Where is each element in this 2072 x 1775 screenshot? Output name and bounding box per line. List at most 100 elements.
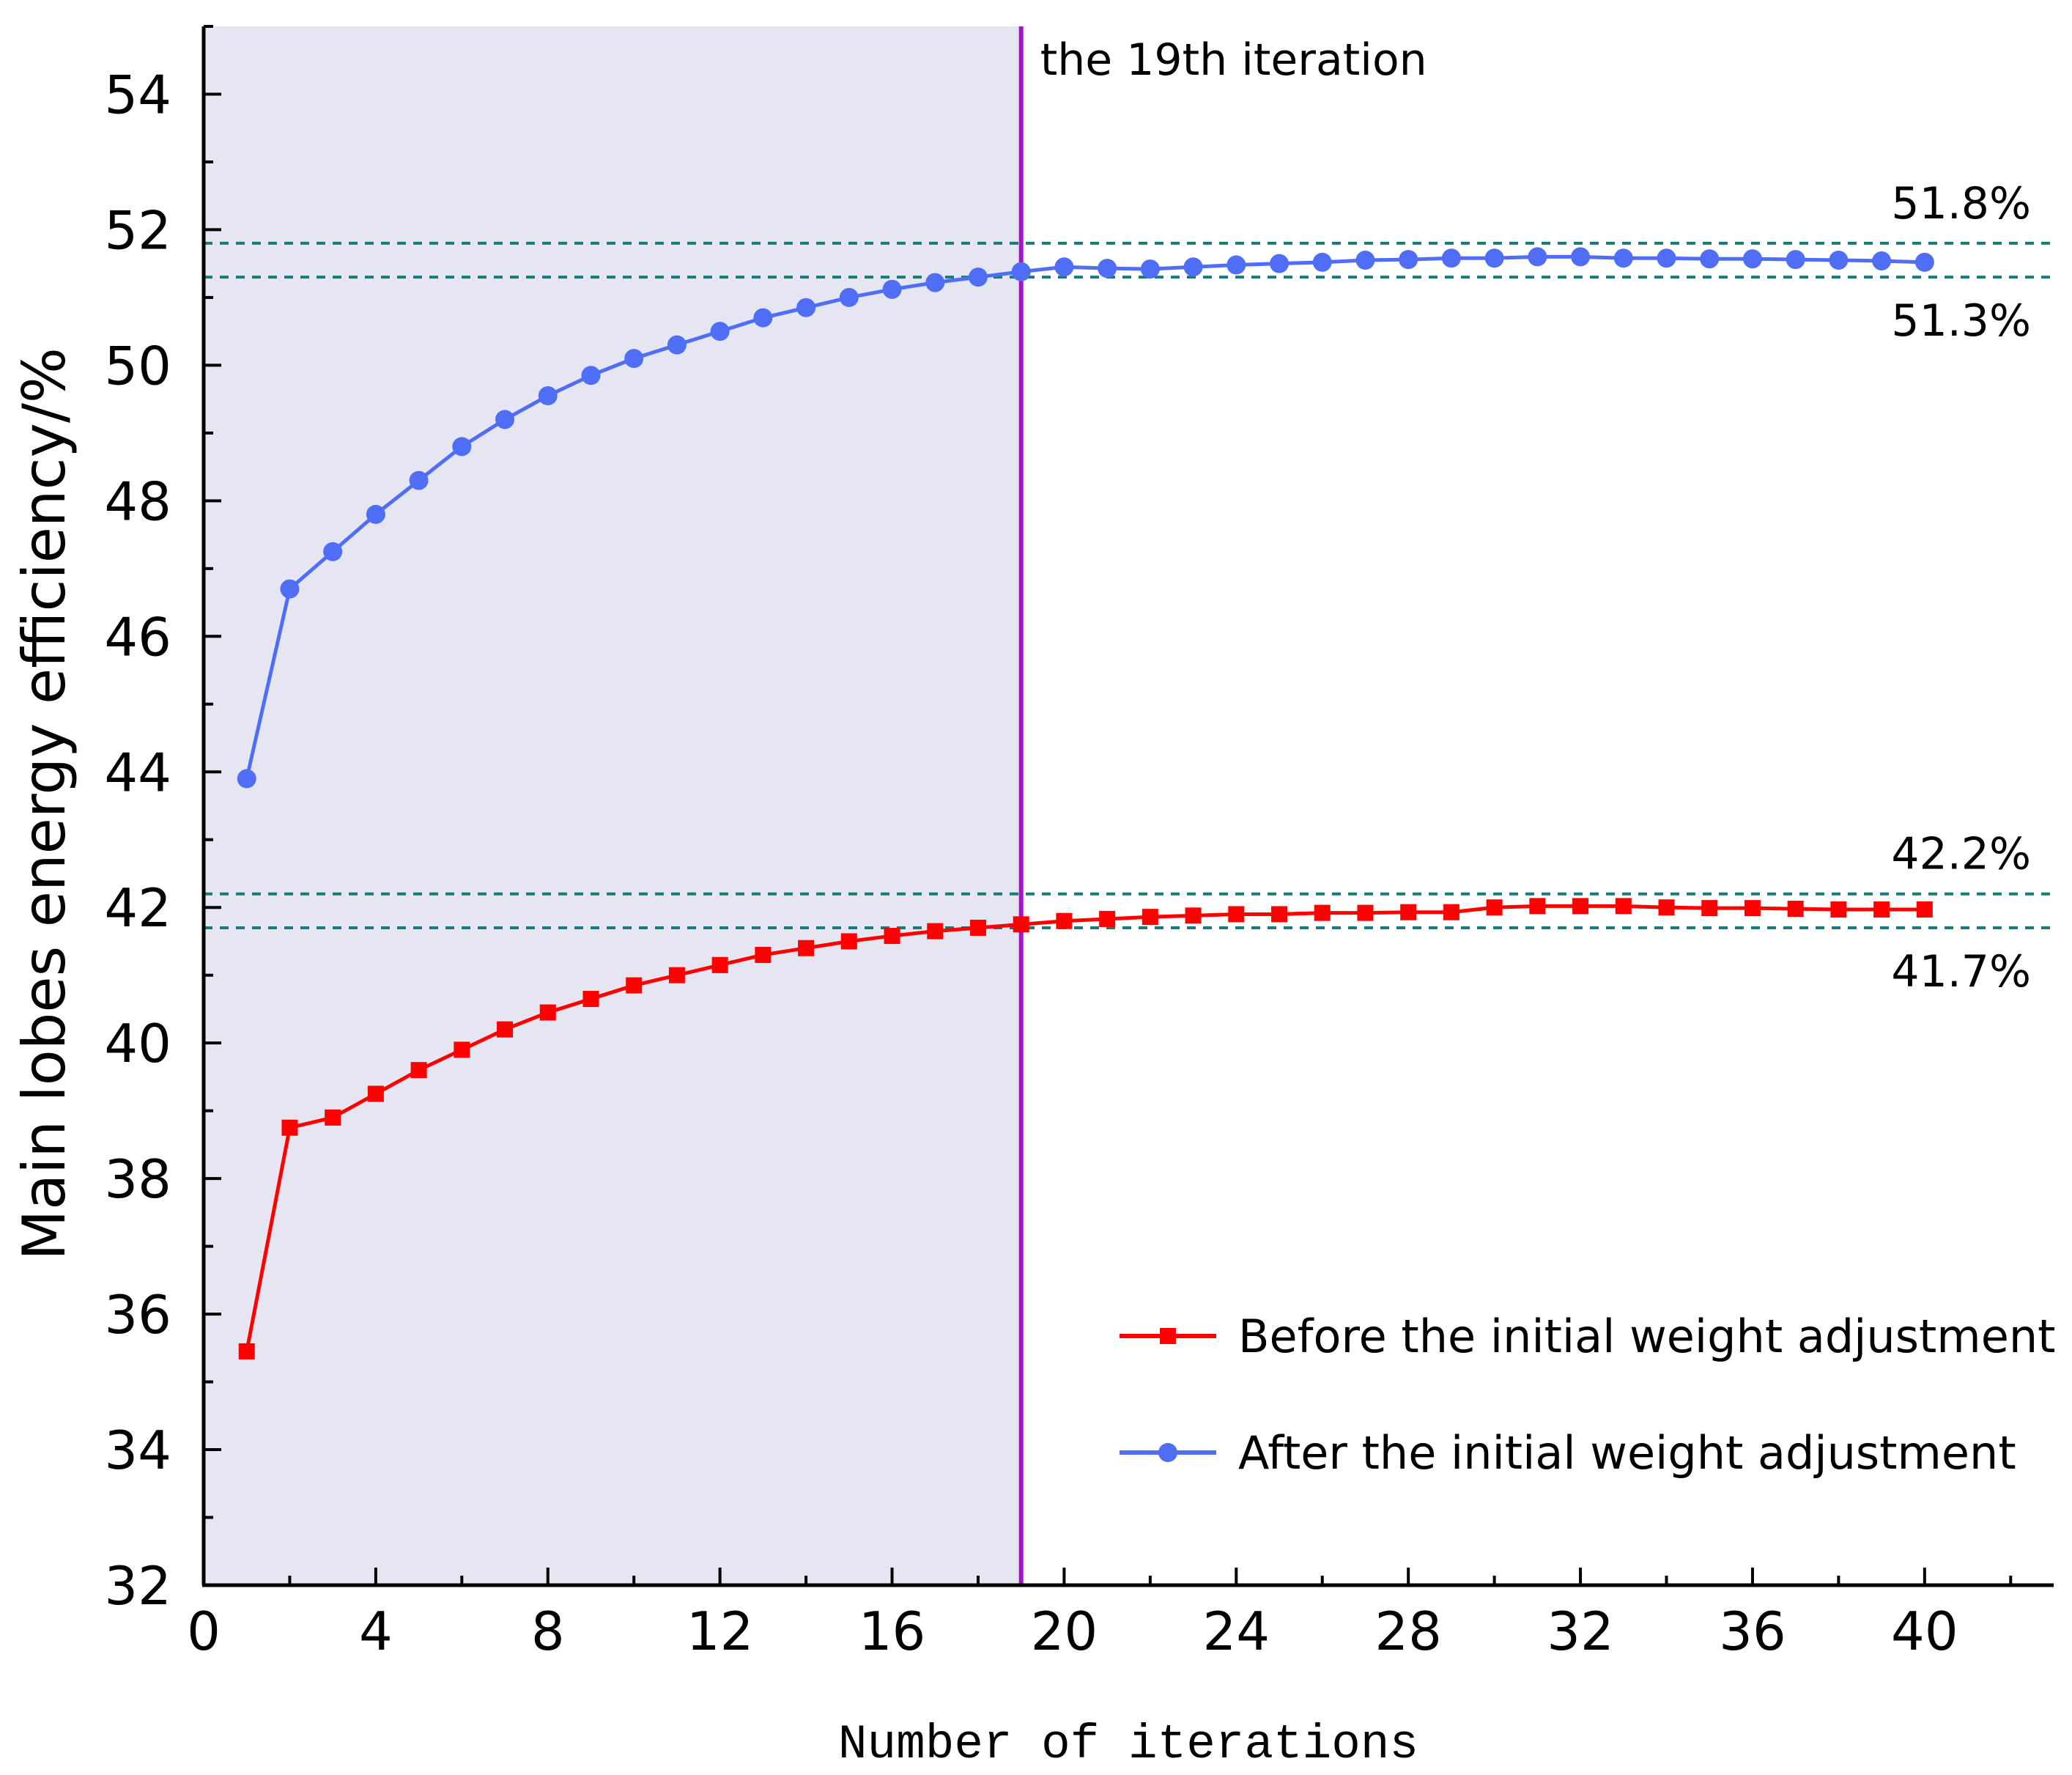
data-point [280, 579, 300, 599]
y-tick-label: 52 [104, 199, 171, 261]
data-point [755, 946, 772, 963]
data-point [1571, 247, 1591, 267]
data-point [1355, 251, 1375, 270]
data-point [710, 322, 730, 342]
data-point [1744, 900, 1761, 917]
data-point [884, 928, 900, 945]
data-point [1399, 250, 1418, 270]
data-point [626, 977, 643, 994]
x-tick-label: 40 [1891, 1601, 1958, 1662]
legend-marker [1158, 1443, 1177, 1462]
data-point [1054, 257, 1074, 277]
data-point [281, 1119, 298, 1136]
data-point [1701, 900, 1718, 917]
data-point [1400, 904, 1417, 920]
data-point [1529, 898, 1546, 915]
data-point [753, 308, 773, 328]
data-point [1056, 912, 1073, 929]
x-tick-label: 16 [859, 1601, 926, 1662]
data-point [667, 335, 687, 355]
x-axis-label: Number of iterations [838, 1717, 1418, 1772]
data-point [1443, 904, 1459, 920]
y-tick-label: 34 [104, 1420, 171, 1481]
x-tick-label: 0 [187, 1601, 221, 1662]
x-tick-label: 24 [1202, 1601, 1270, 1662]
reference-line-label: 41.7% [1891, 946, 2031, 997]
data-point [1657, 248, 1676, 268]
data-point [796, 298, 816, 317]
x-tick-label: 36 [1719, 1601, 1786, 1662]
data-point [711, 956, 728, 973]
shaded-region [204, 26, 1021, 1585]
data-point [927, 923, 944, 940]
data-point [839, 287, 859, 307]
data-point [668, 967, 685, 984]
data-point [1484, 248, 1504, 268]
series-line [245, 904, 1925, 1352]
data-point [582, 991, 599, 1008]
iteration-19-label: the 19th iteration [1040, 34, 1427, 86]
x-tick-label: 4 [359, 1601, 393, 1662]
data-point [1314, 904, 1331, 921]
data-point [1528, 247, 1547, 267]
y-tick-label: 42 [104, 877, 171, 939]
data-point [1658, 899, 1675, 916]
y-tick-label: 46 [104, 606, 171, 668]
data-point [798, 940, 815, 956]
data-point [323, 542, 343, 561]
data-point [1873, 901, 1890, 918]
data-point [1916, 901, 1933, 918]
data-point [1914, 252, 1934, 272]
data-point [325, 1109, 341, 1126]
data-point [882, 279, 902, 299]
data-point [1270, 254, 1290, 273]
data-point [539, 1004, 556, 1021]
data-point [840, 933, 857, 950]
y-tick-label: 32 [104, 1555, 171, 1617]
data-point [1486, 899, 1503, 916]
reference-line-label: 51.3% [1891, 295, 2031, 347]
y-tick-label: 36 [104, 1284, 171, 1346]
data-point [1357, 904, 1374, 921]
legend: Before the initial weight adjustment Afte… [1120, 1310, 2055, 1480]
data-point [1226, 255, 1246, 275]
series-group [237, 247, 1934, 1359]
reference-line-label: 51.8% [1891, 178, 2031, 229]
data-point [409, 470, 429, 490]
data-point [1099, 910, 1116, 927]
data-point [1742, 249, 1762, 269]
data-point [1613, 248, 1633, 268]
data-point [1829, 251, 1849, 270]
data-point [1142, 909, 1158, 926]
data-point [538, 386, 558, 406]
data-point [410, 1062, 427, 1079]
legend-marker [1160, 1328, 1176, 1344]
legend-label: After the initial weight adjustment [1238, 1426, 2016, 1480]
data-point [1098, 259, 1117, 278]
data-point [1011, 262, 1031, 281]
data-point [1013, 916, 1029, 933]
legend-label: Before the initial weight adjustment [1238, 1310, 2055, 1363]
data-point [1140, 259, 1160, 279]
y-axis-label: Main lobes energy efficiency/% [10, 347, 78, 1261]
y-tick-label: 48 [104, 470, 171, 532]
x-tick-label: 32 [1547, 1601, 1614, 1662]
data-point [1271, 906, 1288, 923]
data-point [1312, 252, 1332, 272]
x-tick-label: 20 [1031, 1601, 1098, 1662]
data-point [452, 437, 472, 457]
y-tick-label: 40 [104, 1013, 171, 1074]
data-point [495, 410, 515, 429]
data-point [367, 1085, 384, 1102]
reference-line-label: 42.2% [1891, 829, 2031, 880]
y-tick-label: 50 [104, 335, 171, 396]
data-point [1228, 906, 1245, 923]
data-point [237, 769, 256, 789]
data-point [238, 1343, 255, 1359]
x-tick-label: 28 [1374, 1601, 1442, 1662]
series-line [245, 254, 1925, 780]
data-point [925, 273, 945, 292]
y-tick-label: 44 [104, 742, 171, 803]
